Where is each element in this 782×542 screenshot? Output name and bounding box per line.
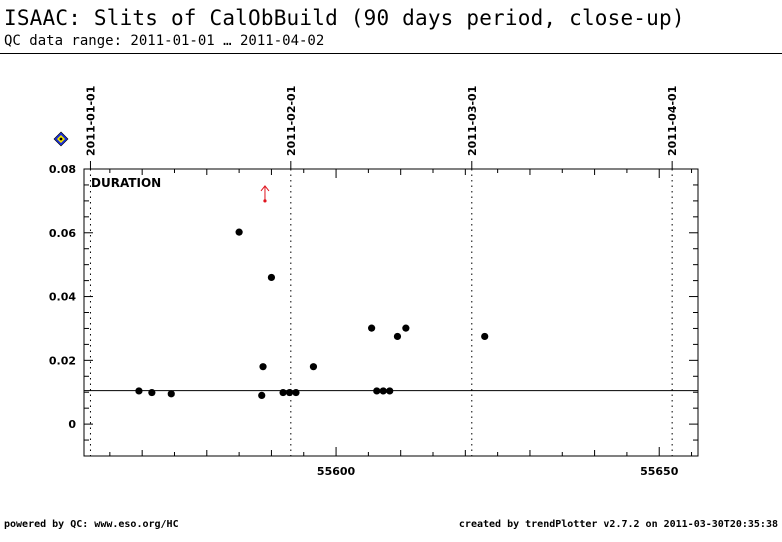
axis-labels: 0 0.02 0.04 0.06 0.08 55600 55650 2011-01-01 201… [49,86,679,478]
data-point [386,387,394,395]
data-point [235,228,243,236]
data-point [292,388,300,397]
y-tick-label: 0.04 [49,291,76,304]
data-point [259,363,267,371]
data-point [279,388,287,397]
data-point [373,387,381,395]
plot-border [83,168,699,457]
plot-frame [83,168,699,457]
data-point [148,388,156,397]
data-point [309,363,318,371]
panel-label: DURATION [91,176,161,190]
y-tick-label: 0.06 [49,227,76,240]
x-tick-label: 55650 [640,465,679,478]
date-marker-label: 2011-04-01 [666,86,679,156]
data-point [393,332,402,341]
footer-powered-by: powered by QC: www.eso.org/HC [4,519,179,530]
date-marker-label: 2011-03-01 [466,86,479,156]
data-point [379,387,387,395]
data-point [368,324,376,332]
data-point [481,332,489,341]
header-divider [0,53,782,54]
y-tick-label: 0 [68,418,76,431]
outlier-arrow [260,185,270,203]
data-point [258,391,266,400]
x-tick-label: 55600 [317,465,356,478]
page-title: ISAAC: Slits of CalObBuild (90 days peri… [4,6,685,30]
data-point [285,388,294,397]
data-points [135,228,489,400]
y-tick-label: 0.08 [49,163,76,176]
data-point [167,390,175,398]
date-grid [89,161,673,456]
outlier-arrow-head [260,185,270,192]
date-marker-label: 2011-02-01 [285,86,298,156]
page-subtitle: QC data range: 2011-01-01 … 2011-04-02 [4,33,325,49]
footer-created-by: created by trendPlotter v2.7.2 on 2011-0… [458,519,778,530]
date-marker-label: 2011-01-01 [84,86,97,156]
data-point [267,273,276,282]
y-tick-label: 0.02 [49,354,76,367]
data-point [135,387,143,395]
axis-ticks [84,168,698,456]
diamond-icon[interactable] [53,131,69,147]
data-point [402,324,410,332]
